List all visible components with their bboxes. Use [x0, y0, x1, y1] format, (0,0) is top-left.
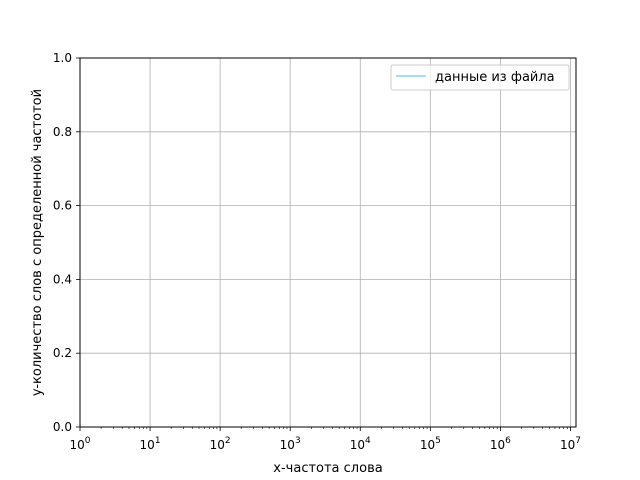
- x-tick-label: 100: [69, 436, 90, 452]
- x-axis-label: x-частота слова: [273, 461, 382, 476]
- x-tick-label: 107: [560, 436, 581, 452]
- y-tick-label: 0.4: [53, 272, 72, 286]
- x-tick-label: 105: [420, 436, 441, 452]
- x-tick-label: 101: [140, 436, 161, 452]
- legend: данные из файла: [390, 64, 570, 91]
- y-axis: 0.0 0.2 0.4 0.6 0.8 1.0: [53, 51, 80, 434]
- y-tick-label: 0.0: [53, 420, 72, 434]
- x-tick-label: 104: [350, 436, 371, 452]
- y-tick-label: 0.6: [53, 199, 72, 213]
- legend-box: [390, 64, 570, 91]
- y-axis-label: y-количество слов с определенной частото…: [30, 89, 45, 396]
- legend-label: данные из файла: [435, 70, 555, 85]
- x-tick-label: 102: [210, 436, 231, 452]
- x-axis: 100 101 102 103 104 105 106 107: [69, 427, 581, 452]
- y-tick-label: 0.2: [53, 346, 72, 360]
- y-tick-label: 0.8: [53, 125, 72, 139]
- x-tick-label: 106: [490, 436, 511, 452]
- y-tick-label: 1.0: [53, 51, 72, 65]
- plot-area-frame: [79, 57, 577, 428]
- x-tick-label: 103: [280, 436, 301, 452]
